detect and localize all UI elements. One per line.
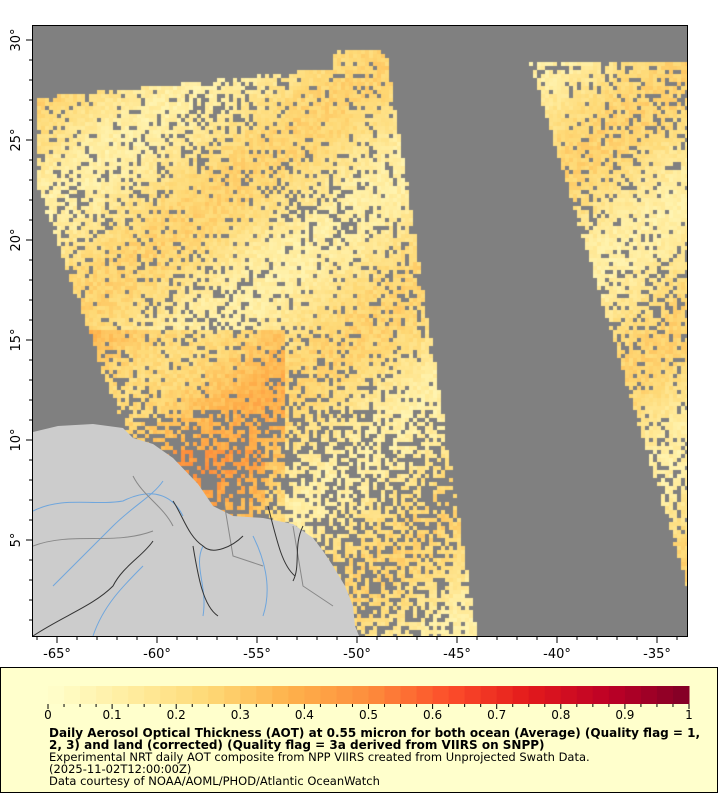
- land-south-america: [33, 424, 359, 636]
- admin-borders: [33, 475, 334, 607]
- colorbar-segment: [224, 686, 241, 704]
- colorbar-segment: [672, 686, 690, 704]
- colorbar-segment: [368, 686, 386, 704]
- colorbar-segment: [144, 686, 161, 704]
- colorbar-tick-label: 0.2: [167, 708, 186, 722]
- colorbar-tick-label: 0.1: [103, 708, 122, 722]
- colorbar-segment: [160, 686, 177, 704]
- colorbar-segment: [80, 686, 97, 704]
- colorbar-tick-label: 0: [44, 708, 52, 722]
- lat-tick-label: 20°: [9, 228, 24, 251]
- lon-tick-label: -40°: [543, 647, 571, 662]
- colorbar-tick-label: 0.5: [359, 708, 378, 722]
- colorbar-segment: [192, 686, 209, 704]
- colorbar-segment: [464, 686, 482, 704]
- colorbar-tick-label: 0.8: [551, 708, 570, 722]
- colorbar-segment: [512, 686, 530, 704]
- colorbar-segment: [48, 686, 65, 704]
- colorbar-segment: [208, 686, 225, 704]
- colorbar-segment: [336, 686, 353, 704]
- colorbar-segment: [656, 686, 674, 704]
- lon-tick-label: -50°: [343, 647, 371, 662]
- colorbar-segment: [528, 686, 546, 704]
- colorbar-segment: [304, 686, 321, 704]
- rivers: [33, 480, 268, 636]
- colorbar-tick-label: 0.9: [615, 708, 634, 722]
- colorbar-segment: [272, 686, 289, 704]
- colorbar-segment: [576, 686, 594, 704]
- lat-tick-label: 10°: [9, 428, 24, 451]
- colorbar-segment: [480, 686, 498, 704]
- colorbar-segment: [400, 686, 418, 704]
- colorbar-tick-label: 0.4: [295, 708, 314, 722]
- colorbar-tick-label: 1: [685, 708, 693, 722]
- colorbar: 0 0.1 0.2 0.3 0.4 0.5 0.6 0.7 0.8 0.9 1: [44, 686, 693, 722]
- colorbar-segment: [240, 686, 257, 704]
- colorbar-segment: [256, 686, 273, 704]
- lat-tick-label: 15°: [9, 328, 24, 351]
- colorbar-tick-label: 0.7: [487, 708, 506, 722]
- colorbar-segment: [96, 686, 113, 704]
- lon-tick-label: -35°: [643, 647, 671, 662]
- colorbar-segment: [352, 686, 369, 704]
- colorbar-segment: [640, 686, 658, 704]
- lon-tick-label: -65°: [43, 647, 71, 662]
- legend-subtitle: Experimental NRT daily AOT composite fro…: [49, 750, 590, 764]
- lat-tick-label: 30°: [9, 28, 24, 51]
- colorbar-segment: [544, 686, 562, 704]
- colorbar-segment: [592, 686, 610, 704]
- lon-tick-label: -60°: [143, 647, 171, 662]
- colorbar-segment: [432, 686, 450, 704]
- legend-panel: 0 0.1 0.2 0.3 0.4 0.5 0.6 0.7 0.8 0.9 1 Daily Aero…: [0, 667, 718, 793]
- colorbar-segment: [496, 686, 514, 704]
- colorbar-segment: [128, 686, 145, 704]
- lon-tick-label: -55°: [243, 647, 271, 662]
- lon-tick-label: -45°: [443, 647, 471, 662]
- colorbar-segment: [320, 686, 337, 704]
- legend-time: (2025-11-02T12:00:00Z): [49, 762, 192, 776]
- colorbar-segment: [288, 686, 305, 704]
- legend-credit: Data courtesy of NOAA/AOML/PHOD/Atlantic…: [49, 774, 380, 788]
- colorbar-segment: [112, 686, 129, 704]
- colorbar-segment: [64, 686, 81, 704]
- colorbar-segment: [624, 686, 642, 704]
- country-borders: [33, 500, 304, 636]
- colorbar-segment: [176, 686, 193, 704]
- colorbar-segment: [448, 686, 466, 704]
- colorbar-segment: [608, 686, 626, 704]
- colorbar-tick-label: 0.6: [423, 708, 442, 722]
- aot-map[interactable]: [32, 25, 688, 637]
- colorbar-segment: [560, 686, 578, 704]
- colorbar-tick-label: 0.3: [231, 708, 250, 722]
- lat-tick-label: 5°: [9, 533, 24, 548]
- legend-title-line1: Daily Aerosol Optical Thickness (AOT) at…: [49, 726, 701, 740]
- land-overlay: [33, 424, 359, 636]
- colorbar-segment: [384, 686, 402, 704]
- lat-tick-label: 25°: [9, 128, 24, 151]
- legend-title-line2: 2, 3) and land (corrected) (Quality flag…: [49, 738, 545, 752]
- colorbar-segment: [416, 686, 434, 704]
